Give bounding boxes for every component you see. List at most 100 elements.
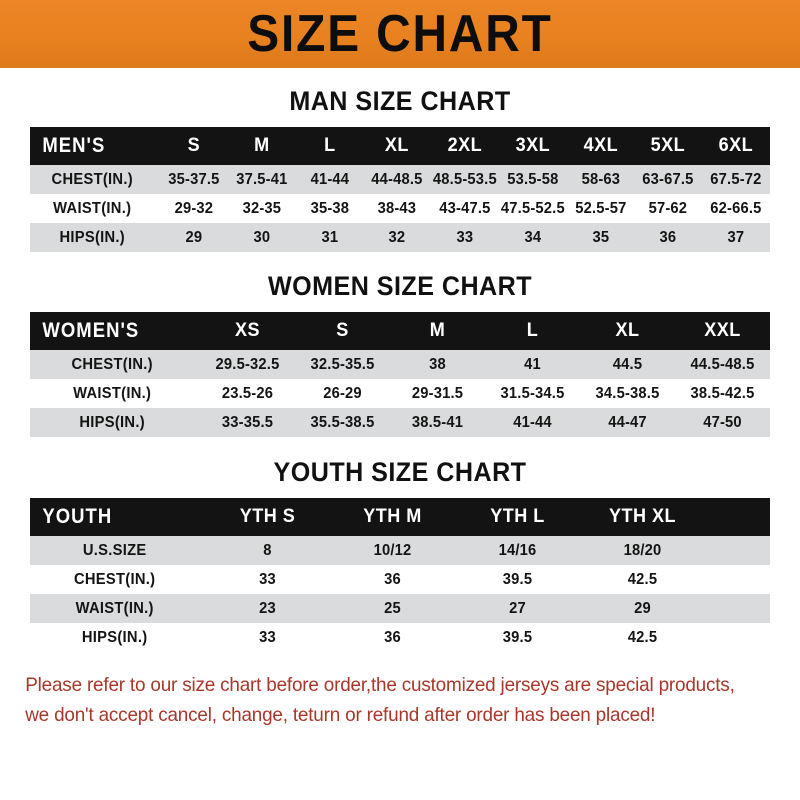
women-cell: 44.5-48.5 xyxy=(690,355,755,373)
man-cell: 29-32 xyxy=(174,199,214,217)
youth-row-label: WAIST(IN.) xyxy=(75,599,154,617)
man-cell: 63-67.5 xyxy=(642,170,694,188)
man-cell: 38-43 xyxy=(377,199,417,217)
table-row: CHEST(IN.) 35-37.5 37.5-41 41-44 44-48.5 48.5… xyxy=(30,165,770,194)
man-row-label: HIPS(IN.) xyxy=(59,228,126,246)
women-corner-label: WOMEN'S xyxy=(42,319,140,342)
youth-section-title: YOUTH SIZE CHART xyxy=(273,457,527,487)
man-cell: 37 xyxy=(727,228,745,246)
youth-cell: 23 xyxy=(259,599,276,617)
youth-size-table: YOUTH YTH S YTH M YTH L YTH XL U.S.SIZE 8 10/12… xyxy=(30,498,770,652)
women-cell: 44.5 xyxy=(612,355,643,373)
youth-cell: 25 xyxy=(384,599,401,617)
man-cell: 32-35 xyxy=(242,199,282,217)
women-cell: 38 xyxy=(429,355,446,373)
women-cell: 33-35.5 xyxy=(221,413,274,431)
man-cell: 41-44 xyxy=(310,170,349,188)
women-size-header: XL xyxy=(615,320,640,341)
youth-cell: 27 xyxy=(509,599,526,617)
youth-cell: 42.5 xyxy=(627,628,658,646)
women-section-title: WOMEN SIZE CHART xyxy=(267,271,533,301)
man-cell: 44-48.5 xyxy=(371,170,423,188)
youth-cell: 10/12 xyxy=(373,541,412,559)
women-cell: 35.5-38.5 xyxy=(310,413,375,431)
man-size-header: 2XL xyxy=(447,135,483,156)
man-cell: 47.5-52.5 xyxy=(500,199,565,217)
women-cell: 41 xyxy=(524,355,541,373)
women-cell: 29-31.5 xyxy=(411,384,464,402)
youth-header-row: YOUTH YTH S YTH M YTH L YTH XL xyxy=(30,498,770,536)
page-banner: SIZE CHART xyxy=(0,0,800,68)
man-size-header: 6XL xyxy=(718,135,754,156)
youth-cell: 33 xyxy=(259,570,276,588)
man-cell: 35-38 xyxy=(310,199,349,217)
man-cell: 33 xyxy=(456,228,474,246)
women-cell: 29.5-32.5 xyxy=(215,355,280,373)
table-row: U.S.SIZE 8 10/12 14/16 18/20 xyxy=(30,536,770,565)
table-row: HIPS(IN.) 29 30 31 32 33 34 35 36 37 xyxy=(30,223,770,252)
youth-cell: 39.5 xyxy=(502,570,533,588)
man-size-header: S xyxy=(187,135,201,156)
women-row-label: HIPS(IN.) xyxy=(79,413,145,431)
youth-cell: 29 xyxy=(634,599,651,617)
youth-row-label: U.S.SIZE xyxy=(82,541,147,559)
women-cell: 47-50 xyxy=(703,413,742,431)
youth-corner-label: YOUTH xyxy=(42,505,113,528)
man-size-header: 4XL xyxy=(583,135,618,156)
page-title: SIZE CHART xyxy=(247,5,553,63)
women-size-header: L xyxy=(526,320,539,341)
youth-cell: 36 xyxy=(384,570,401,588)
man-cell: 35-37.5 xyxy=(168,170,220,188)
man-cell: 35 xyxy=(592,228,609,246)
man-size-header: M xyxy=(254,135,270,156)
women-table-wrapper: WOMEN'S XS S M L XL XXL CHEST(IN.) 29.5-32.5 32.5… xyxy=(30,312,770,437)
man-size-header: 3XL xyxy=(515,135,551,156)
youth-size-header: YTH S xyxy=(239,506,296,527)
women-size-table: WOMEN'S XS S M L XL XXL CHEST(IN.) 29.5-32.5 32.5… xyxy=(30,312,770,437)
women-cell: 32.5-35.5 xyxy=(310,355,375,373)
man-row-label: WAIST(IN.) xyxy=(53,199,132,217)
man-size-header: XL xyxy=(385,135,410,156)
table-row: CHEST(IN.) 33 36 39.5 42.5 xyxy=(30,565,770,594)
women-cell: 23.5-26 xyxy=(221,384,274,402)
man-cell: 58-63 xyxy=(581,170,620,188)
table-row: HIPS(IN.) 33-35.5 35.5-38.5 38.5-41 41-44 44-… xyxy=(30,408,770,437)
youth-size-header: YTH L xyxy=(490,506,545,527)
women-size-header: M xyxy=(429,320,446,341)
man-table-wrapper: MEN'S S M L XL 2XL 3XL 4XL 5XL 6XL CHEST(IN.) 35-37… xyxy=(30,127,770,252)
man-corner-label: MEN'S xyxy=(42,134,106,157)
women-cell: 31.5-34.5 xyxy=(500,384,565,402)
women-cell: 38.5-41 xyxy=(411,413,464,431)
women-header-row: WOMEN'S XS S M L XL XXL xyxy=(30,312,770,350)
youth-cell: 8 xyxy=(263,541,272,559)
man-cell: 34 xyxy=(524,228,542,246)
youth-size-header: YTH M xyxy=(363,506,422,527)
youth-row-label: HIPS(IN.) xyxy=(81,628,148,646)
man-cell: 53.5-58 xyxy=(507,170,559,188)
man-cell: 57-62 xyxy=(648,199,688,217)
youth-cell: 42.5 xyxy=(627,570,658,588)
youth-cell-spacer xyxy=(707,594,769,623)
women-cell: 38.5-42.5 xyxy=(690,384,755,402)
women-cell: 34.5-38.5 xyxy=(595,384,660,402)
man-cell: 48.5-53.5 xyxy=(433,170,497,188)
man-cell: 37.5-41 xyxy=(236,170,288,188)
man-row-label: CHEST(IN.) xyxy=(51,170,133,188)
women-row-label: CHEST(IN.) xyxy=(71,355,153,373)
women-row-label: WAIST(IN.) xyxy=(73,384,152,402)
youth-header-spacer xyxy=(707,498,769,536)
man-cell: 52.5-57 xyxy=(574,199,627,217)
man-size-table: MEN'S S M L XL 2XL 3XL 4XL 5XL 6XL CHEST(IN.) 35-37… xyxy=(30,127,770,252)
man-cell: 29 xyxy=(185,228,203,246)
table-row: HIPS(IN.) 33 36 39.5 42.5 xyxy=(30,623,770,652)
table-row: CHEST(IN.) 29.5-32.5 32.5-35.5 38 41 44.5 44.5… xyxy=(30,350,770,379)
footer-note: Please refer to our size chart before or… xyxy=(0,670,776,730)
youth-cell: 36 xyxy=(384,628,401,646)
table-row: WAIST(IN.) 23.5-26 26-29 29-31.5 31.5-34.5 34… xyxy=(30,379,770,408)
man-cell: 36 xyxy=(659,228,677,246)
youth-cell: 14/16 xyxy=(498,541,537,559)
youth-cell: 33 xyxy=(259,628,276,646)
footer-note-line-1: Please refer to our size chart before or… xyxy=(25,674,735,696)
table-row: WAIST(IN.) 23 25 27 29 xyxy=(30,594,770,623)
